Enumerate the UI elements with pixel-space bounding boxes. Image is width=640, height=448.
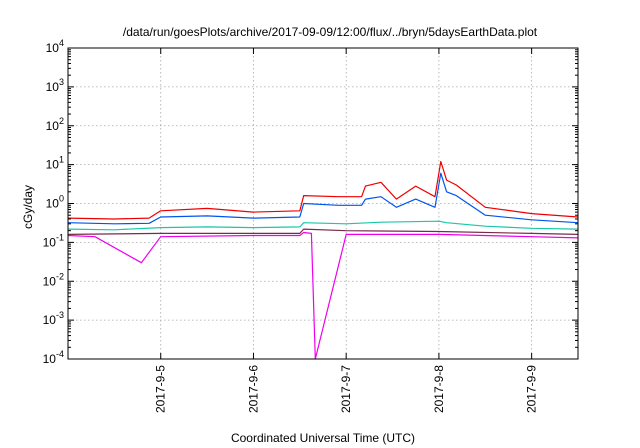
x-tick-label: 2017-9-7 (339, 365, 353, 413)
series-layer (67, 160, 579, 360)
x-tick-label: 2017-9-6 (246, 365, 260, 413)
chart-title: /data/run/goesPlots/archive/2017-09-09/1… (123, 25, 538, 39)
x-axis-title: Coordinated Universal Time (UTC) (231, 431, 415, 445)
series-line-5 (67, 231, 579, 360)
x-tick-label: 2017-9-9 (525, 365, 539, 413)
grid (68, 48, 578, 359)
x-axis: 2017-9-5 2017-9-6 2017-9-7 2017-9-8 2017-9-9 (154, 48, 539, 413)
series-line-2 (67, 172, 579, 225)
series-line-4 (67, 228, 579, 235)
series-line-1 (67, 160, 579, 220)
y-axis-title: cGy/day (21, 185, 35, 229)
series-line-3 (67, 220, 579, 231)
x-tick-label: 2017-9-8 (432, 365, 446, 413)
x-tick-label: 2017-9-5 (154, 365, 168, 413)
